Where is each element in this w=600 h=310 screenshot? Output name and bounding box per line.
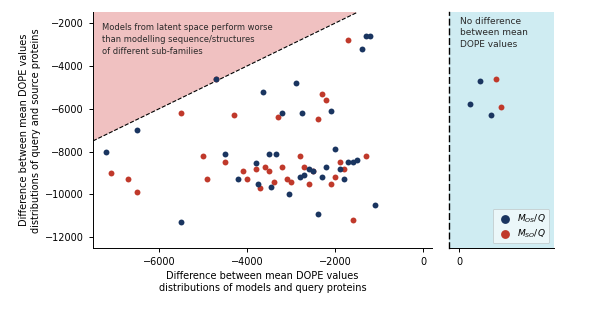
X-axis label: Difference between mean DOPE values
distributions of models and query proteins: Difference between mean DOPE values dist… [158,271,367,293]
$M_{SO}/Q$ [335,160,344,165]
$M_{SO}/Q$ [269,179,278,184]
$M_{OS}/Q$ [251,161,260,166]
$M_{SO}/Q$ [238,168,247,173]
$M_{SO}/Q$ [348,218,358,223]
Point [486,113,496,118]
$M_{OS}/Q$ [298,111,307,116]
$M_{SO}/Q$ [295,153,305,158]
$M_{SO}/Q$ [273,115,283,120]
Point [497,104,506,109]
$M_{OS}/Q$ [233,177,243,182]
Point [465,102,475,107]
$M_{OS}/Q$ [326,108,335,113]
$M_{OS}/Q$ [291,81,301,86]
$M_{SO}/Q$ [242,177,252,182]
Point [476,78,485,83]
$M_{OS}/Q$ [308,168,318,173]
$M_{SO}/Q$ [132,190,142,195]
$M_{SO}/Q$ [278,164,287,169]
Y-axis label: Difference between mean DOPE values
distributions of query and source proteins: Difference between mean DOPE values dist… [19,28,41,233]
$M_{OS}/Q$ [361,33,371,38]
$M_{OS}/Q$ [313,211,322,216]
Point [491,76,501,81]
$M_{SO}/Q$ [326,181,335,186]
$M_{SO}/Q$ [282,177,292,182]
$M_{SO}/Q$ [322,98,331,103]
$M_{OS}/Q$ [211,76,221,81]
$M_{SO}/Q$ [106,170,115,175]
$M_{OS}/Q$ [220,151,230,156]
$M_{OS}/Q$ [352,158,362,163]
$M_{SO}/Q$ [265,168,274,173]
$M_{SO}/Q$ [256,186,265,191]
$M_{OS}/Q$ [132,128,142,133]
$M_{SO}/Q$ [361,153,371,158]
$M_{OS}/Q$ [266,184,276,189]
$M_{OS}/Q$ [322,164,331,169]
$M_{SO}/Q$ [308,168,318,173]
$M_{SO}/Q$ [176,111,186,116]
$M_{OS}/Q$ [348,160,358,165]
$M_{OS}/Q$ [265,151,274,156]
$M_{OS}/Q$ [295,175,305,180]
$M_{OS}/Q$ [271,151,281,156]
$M_{SO}/Q$ [203,177,212,182]
$M_{SO}/Q$ [313,117,322,122]
$M_{SO}/Q$ [286,179,296,184]
$M_{SO}/Q$ [339,166,349,171]
Text: Models from latent space perform worse
than modelling sequence/structures
of dif: Models from latent space perform worse t… [102,23,272,56]
$M_{OS}/Q$ [253,181,263,186]
$M_{SO}/Q$ [198,153,208,158]
Legend: $M_{OS}/Q$, $M_{SO}/Q$: $M_{OS}/Q$, $M_{SO}/Q$ [493,209,549,243]
$M_{OS}/Q$ [176,220,186,225]
$M_{OS}/Q$ [339,177,349,182]
$M_{OS}/Q$ [357,46,367,51]
$M_{OS}/Q$ [284,192,294,197]
$M_{SO}/Q$ [260,164,269,169]
$M_{OS}/Q$ [317,175,327,180]
$M_{SO}/Q$ [299,164,309,169]
$M_{OS}/Q$ [258,89,268,94]
Text: No difference
between mean
DOPE values: No difference between mean DOPE values [460,17,528,49]
$M_{OS}/Q$ [335,166,344,171]
$M_{SO}/Q$ [317,91,327,96]
$M_{SO}/Q$ [229,113,239,118]
$M_{OS}/Q$ [365,33,375,38]
$M_{SO}/Q$ [304,181,314,186]
Polygon shape [93,12,357,141]
$M_{SO}/Q$ [251,166,260,171]
$M_{OS}/Q$ [331,147,340,152]
$M_{OS}/Q$ [278,111,287,116]
$M_{OS}/Q$ [101,149,111,154]
$M_{SO}/Q$ [331,175,340,180]
$M_{OS}/Q$ [370,203,380,208]
$M_{SO}/Q$ [124,177,133,182]
$M_{SO}/Q$ [220,160,230,165]
$M_{OS}/Q$ [304,166,314,171]
$M_{OS}/Q$ [344,160,353,165]
$M_{SO}/Q$ [211,76,221,81]
$M_{SO}/Q$ [344,38,353,43]
$M_{OS}/Q$ [299,173,309,178]
